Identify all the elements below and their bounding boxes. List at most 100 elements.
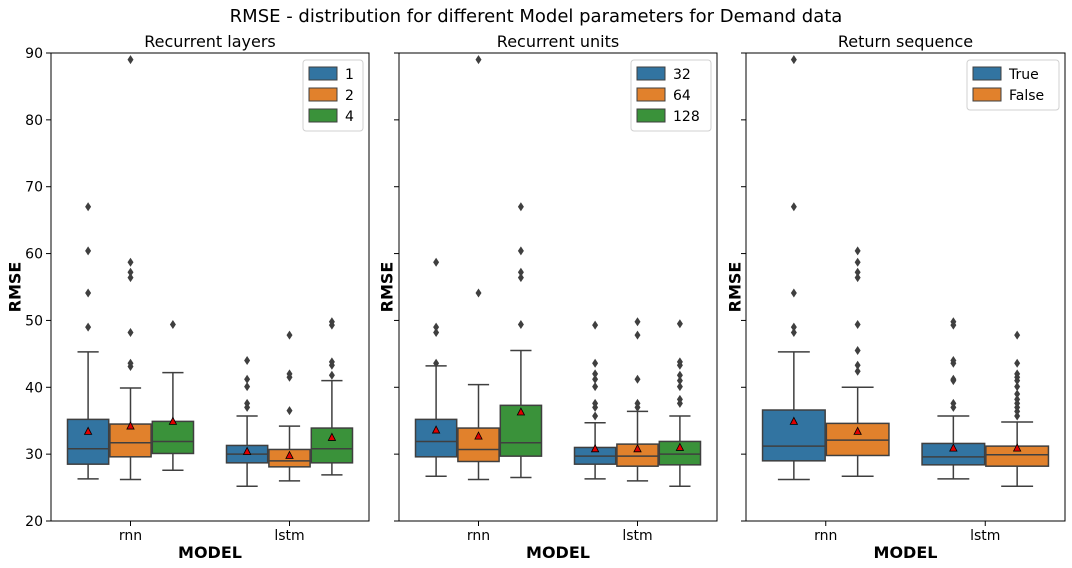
box-1-lstm bbox=[225, 356, 269, 487]
outlier-point bbox=[854, 346, 861, 356]
outlier-point bbox=[676, 357, 683, 367]
outlier-point bbox=[676, 376, 683, 386]
outlier-point bbox=[127, 257, 134, 267]
chart-panel-2: Recurrent units RMSE rnn lstm MODEL 32 64 128 bbox=[378, 32, 718, 562]
x-tick-label: rnn bbox=[119, 528, 142, 544]
outlier-point bbox=[676, 319, 683, 329]
y-tick-label: 60 bbox=[25, 247, 43, 263]
outlier-point bbox=[790, 327, 797, 337]
outlier-point bbox=[634, 374, 641, 384]
y-tick-label: 30 bbox=[25, 447, 43, 463]
outlier-point bbox=[634, 317, 641, 327]
outlier-point bbox=[950, 374, 957, 384]
outlier-point bbox=[634, 330, 641, 340]
legend-swatch bbox=[308, 87, 338, 102]
box-128-lstm bbox=[658, 319, 702, 487]
y-axis-label: RMSE bbox=[726, 262, 745, 313]
outlier-point bbox=[85, 322, 92, 332]
mean-marker bbox=[675, 442, 685, 451]
chart-panel-3: Return sequence RMSE rnn lstm MODEL True False bbox=[726, 32, 1066, 562]
outlier-point bbox=[433, 257, 440, 267]
box-False-rnn bbox=[825, 246, 890, 477]
legend-swatch bbox=[636, 108, 666, 123]
outlier-point bbox=[592, 398, 599, 408]
outlier-point bbox=[854, 257, 861, 267]
outlier-point bbox=[433, 358, 440, 368]
outlier-point bbox=[244, 398, 251, 408]
box-64-lstm bbox=[616, 317, 659, 482]
box-body bbox=[109, 423, 152, 458]
outlier-point bbox=[85, 202, 92, 212]
legend-swatch bbox=[636, 66, 666, 81]
x-tick-label: lstm bbox=[970, 528, 1000, 544]
box-body bbox=[658, 440, 702, 466]
outlier-point bbox=[517, 246, 524, 256]
outlier-point bbox=[328, 357, 335, 367]
box-body bbox=[151, 420, 195, 455]
outlier-point bbox=[790, 288, 797, 298]
outlier-point bbox=[85, 288, 92, 298]
legend-label: 64 bbox=[673, 88, 691, 104]
outlier-point bbox=[854, 360, 861, 370]
box-2-rnn bbox=[109, 55, 152, 481]
legend-label: 1 bbox=[345, 67, 354, 83]
outlier-point bbox=[127, 273, 134, 283]
outlier-point bbox=[127, 327, 134, 337]
y-tick-label: 20 bbox=[25, 514, 43, 530]
y-axis-label: RMSE bbox=[6, 262, 25, 313]
box-1-rnn bbox=[66, 202, 110, 480]
box-32-rnn bbox=[414, 257, 458, 477]
plot-frame bbox=[398, 52, 718, 522]
legend: True False bbox=[966, 59, 1060, 111]
y-tick-label: 90 bbox=[25, 46, 43, 62]
outlier-point bbox=[1014, 358, 1021, 368]
panels: Recurrent layers 20 30 40 50 60 70 80 90 RMSE rnn l… bbox=[6, 32, 1066, 562]
box-body bbox=[499, 404, 543, 457]
legend-label: 32 bbox=[673, 67, 691, 83]
outlier-point bbox=[127, 358, 134, 368]
outlier-point bbox=[854, 267, 861, 277]
mean-marker bbox=[327, 432, 337, 441]
outlier-point bbox=[517, 202, 524, 212]
box-32-lstm bbox=[573, 320, 617, 480]
box-4-rnn bbox=[151, 319, 195, 471]
outlier-point bbox=[85, 246, 92, 256]
plot-frame bbox=[50, 52, 370, 522]
outlier-point bbox=[592, 382, 599, 392]
legend-swatch bbox=[308, 108, 338, 123]
box-64-rnn bbox=[457, 55, 500, 481]
outlier-point bbox=[286, 330, 293, 340]
legend-label: 2 bbox=[345, 88, 354, 104]
box-4-lstm bbox=[310, 317, 354, 476]
outlier-point bbox=[790, 202, 797, 212]
outlier-point bbox=[475, 288, 482, 298]
mean-marker bbox=[1012, 443, 1022, 452]
box-128-rnn bbox=[499, 202, 543, 479]
outlier-point bbox=[676, 394, 683, 404]
mean-marker bbox=[126, 421, 135, 430]
mean-marker bbox=[83, 426, 93, 435]
mean-marker bbox=[853, 426, 862, 435]
outlier-point bbox=[950, 317, 957, 327]
outlier-point bbox=[634, 398, 641, 408]
outlier-point bbox=[854, 319, 861, 329]
outlier-point bbox=[854, 246, 861, 256]
panel-title: Recurrent layers bbox=[144, 32, 276, 51]
x-axis-label: MODEL bbox=[526, 543, 590, 562]
mean-marker bbox=[285, 450, 294, 459]
outlier-point bbox=[328, 370, 335, 380]
outlier-point bbox=[592, 369, 599, 379]
outlier-point bbox=[433, 322, 440, 332]
outlier-point bbox=[517, 319, 524, 329]
y-tick-label: 80 bbox=[25, 113, 43, 129]
mean-marker bbox=[474, 431, 483, 440]
outlier-point bbox=[169, 319, 176, 329]
x-tick-label: lstm bbox=[274, 528, 304, 544]
figure-title: RMSE - distribution for different Model … bbox=[230, 6, 843, 27]
legend: 1 2 4 bbox=[302, 59, 364, 132]
mean-marker bbox=[633, 443, 642, 453]
outlier-point bbox=[950, 356, 957, 366]
outlier-point bbox=[1014, 394, 1021, 404]
panel-title: Recurrent units bbox=[497, 32, 619, 51]
